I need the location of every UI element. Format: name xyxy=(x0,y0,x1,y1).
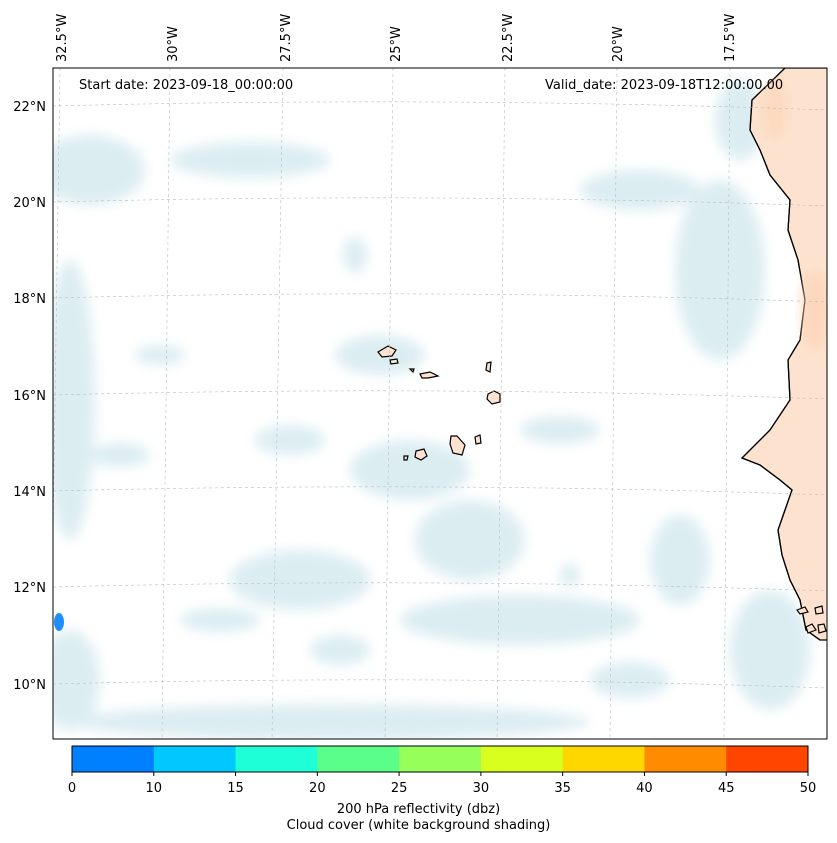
coastal-land-shading xyxy=(801,270,827,350)
valid-date-label: Valid_date: 2023-09-18T12:00:00.00 xyxy=(545,78,784,93)
colorbar-segment xyxy=(317,746,400,772)
colorbar-tick-label: 40 xyxy=(636,781,653,796)
colorbar-tick-label: 20 xyxy=(309,781,326,796)
coastal-land-shading-north xyxy=(763,80,787,140)
lat-label: 20°N xyxy=(13,196,46,211)
start-date-label: Start date: 2023-09-18_00:00:00 xyxy=(79,78,294,93)
longitude-labels: 32.5°W 30°W 27.5°W 25°W 22.5°W 20°W 17.5… xyxy=(55,14,738,62)
latitude-gridline xyxy=(53,293,827,303)
map-frame xyxy=(52,67,828,740)
lon-label: 20°W xyxy=(611,26,626,62)
africa-coastline xyxy=(740,68,821,641)
colorbar-title: 200 hPa reflectivity (dbz) xyxy=(336,802,501,817)
longitude-gridline xyxy=(496,68,506,739)
colorbar-segment xyxy=(644,746,727,772)
cape-verde-islands xyxy=(377,345,501,461)
longitude-gridline xyxy=(271,68,284,739)
map-gridlines xyxy=(53,68,827,739)
latitude-labels: 22°N 20°N 18°N 16°N 14°N 12°N 10°N xyxy=(13,100,46,693)
colorbar-ticks: 0 10 15 20 25 30 35 40 45 50 xyxy=(68,772,816,796)
latitude-gridline xyxy=(53,101,827,111)
longitude-gridline xyxy=(609,68,618,739)
colorbar-tick-label: 45 xyxy=(718,781,735,796)
longitude-gridline xyxy=(384,68,394,739)
colorbar-segment xyxy=(399,746,482,772)
colorbar-segment xyxy=(235,746,318,772)
lat-label: 22°N xyxy=(13,100,46,115)
longitude-gridline xyxy=(161,68,171,739)
lat-label: 14°N xyxy=(13,485,46,500)
colorbar-frame xyxy=(71,745,809,773)
colorbar-tick-label: 35 xyxy=(554,781,571,796)
lat-label: 18°N xyxy=(13,292,46,307)
colorbar xyxy=(72,746,809,772)
cloud-cover-shading xyxy=(53,80,810,739)
lon-label: 25°W xyxy=(389,26,404,62)
colorbar-segment xyxy=(72,746,155,772)
colorbar-tick-label: 25 xyxy=(391,781,408,796)
lat-label: 12°N xyxy=(13,581,46,596)
colorbar-tick-label: 30 xyxy=(473,781,490,796)
colorbar-segment xyxy=(562,746,645,772)
lon-label: 30°W xyxy=(166,26,181,62)
lon-label: 17.5°W xyxy=(723,14,738,62)
reflectivity-echo xyxy=(54,613,64,631)
colorbar-tick-label: 15 xyxy=(227,781,244,796)
colorbar-segment xyxy=(726,746,809,772)
latitude-gridline xyxy=(53,197,827,207)
colorbar-tick-label: 0 xyxy=(68,781,76,796)
coastal-islands xyxy=(796,605,827,634)
colorbar-tick-label: 10 xyxy=(146,781,163,796)
colorbar-segment xyxy=(480,746,564,772)
lon-label: 27.5°W xyxy=(279,14,294,62)
colorbar-segment xyxy=(153,746,237,772)
longitude-gridline xyxy=(723,68,731,739)
lat-label: 10°N xyxy=(13,678,46,693)
latitude-gridline xyxy=(53,486,827,496)
latitude-gridline xyxy=(53,679,827,689)
lon-label: 22.5°W xyxy=(501,14,516,62)
colorbar-subtitle: Cloud cover (white background shading) xyxy=(286,818,551,833)
colorbar-tick-label: 50 xyxy=(800,781,817,796)
latitude-gridline xyxy=(53,582,827,592)
lat-label: 16°N xyxy=(13,389,46,404)
lon-label: 32.5°W xyxy=(55,14,70,62)
latitude-gridline xyxy=(53,390,827,400)
